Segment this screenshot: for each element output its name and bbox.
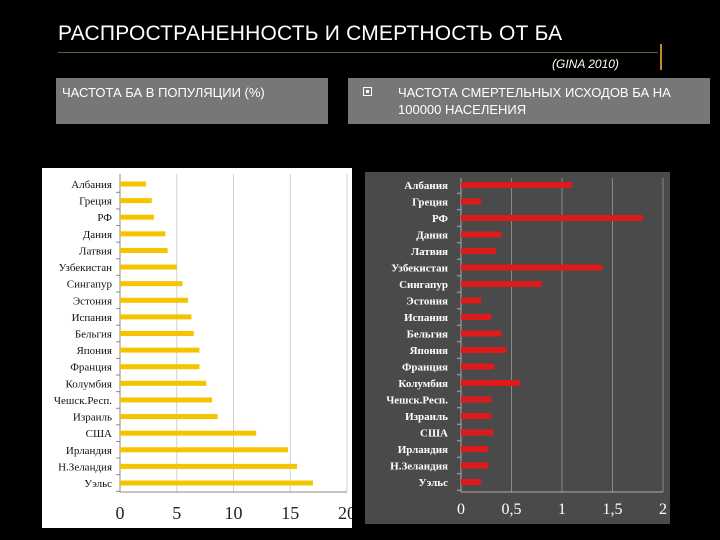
category-label: Бельгия [75,329,112,341]
bar [120,397,212,403]
bar [461,198,482,205]
bar [120,214,155,220]
category-label: Бельгия [407,329,448,341]
mortality-chart: Албания Греция РФ Дания Латвия Узбекистан Синг… [365,172,670,524]
category-label: РФ [432,213,449,225]
category-label: Латвия [411,246,448,258]
bar [461,281,542,287]
category-label: Греция [79,196,112,208]
bar [461,429,494,436]
category-label: Уэльс [419,477,449,489]
category-label: Колумбия [66,378,113,390]
x-tick-label: 1 [558,501,566,518]
category-label: Чешск.Респ. [54,395,112,407]
category-label: РФ [97,212,112,224]
bar [461,380,520,386]
category-label: Колумбия [398,378,448,390]
category-label: Албания [71,179,112,191]
bar [120,480,313,486]
accent-bar [660,44,662,70]
category-label: Япония [76,345,112,357]
bar [461,396,492,403]
page-title: РАСПРОСТРАНЕННОСТЬ И СМЕРТНОСТЬ ОТ БА [58,22,563,45]
bar [461,462,489,469]
bar [120,463,298,469]
x-tick-label: 2 [659,501,667,518]
right-caption-box: ЧАСТОТА СМЕРТЕЛЬНЫХ ИСХОДОВ БА НА 100000… [348,78,710,124]
bar [461,363,495,370]
bar [120,264,177,270]
bar [120,297,189,303]
category-label: Эстония [73,295,112,307]
category-label: Греция [412,197,448,209]
category-label: Узбекистан [59,262,112,274]
category-label: Ирландия [398,444,448,456]
x-tick-label: 5 [172,503,181,523]
plot-background [365,172,670,524]
bullet-icon [363,87,372,96]
bar [120,414,218,420]
bar [461,297,482,304]
bar [120,447,288,453]
category-label: Япония [410,345,448,357]
category-label: Израиль [405,411,448,423]
bar [461,413,492,419]
category-label: Сингапур [67,279,113,291]
category-label: Сингапур [399,279,448,291]
bar [461,330,502,337]
bar [120,181,147,187]
category-label: Н.Зеландия [390,461,448,473]
bar [461,264,603,271]
x-tick-label: 0 [457,501,465,518]
category-label: Израиль [73,412,112,424]
x-tick-label: 0,5 [502,501,522,518]
bar [120,247,168,253]
bar [120,364,200,370]
category-label: Албания [404,180,448,192]
category-label: Эстония [406,296,448,308]
x-tick-label: 0 [116,503,125,523]
source-subtitle: (GINA 2010) [552,57,619,71]
title-divider [58,52,658,53]
category-label: Франция [70,362,112,374]
bar [461,479,482,485]
bar [461,182,573,188]
bar [120,331,194,336]
bar [120,380,207,386]
bar [461,215,643,221]
category-label: Ирландия [66,445,112,457]
left-caption: ЧАСТОТА БА В ПОПУЛЯЦИИ (%) [56,78,328,124]
right-caption: ЧАСТОТА СМЕРТЕЛЬНЫХ ИСХОДОВ БА НА 100000… [398,85,671,117]
category-label: Чешск.Респ. [386,395,448,407]
bar [120,198,152,204]
category-label: Уэльс [84,478,112,490]
category-label: Испания [72,312,112,324]
bar [461,314,492,320]
category-label: США [86,428,112,440]
bar [120,231,166,237]
x-tick-label: 1,5 [603,501,623,518]
bar [120,347,200,353]
category-label: Узбекистан [391,263,448,275]
bar [461,347,507,353]
x-tick-label: 20 [338,503,352,523]
bar [461,446,489,452]
category-label: Дания [83,229,112,241]
bar [461,231,502,238]
category-label: США [420,428,448,440]
category-label: Латвия [79,245,112,257]
category-label: Франция [402,362,448,374]
x-tick-label: 10 [225,503,243,523]
prevalence-chart: Албания Греция РФ Дания Латвия Узбекистан Синг… [42,168,352,528]
category-label: Н.Зеландия [58,461,112,473]
bar [120,430,257,436]
bar [120,314,192,320]
x-tick-label: 15 [281,503,299,523]
category-label: Дания [416,230,448,242]
bar [461,248,497,254]
bar [120,281,183,287]
category-label: Испания [404,312,448,324]
